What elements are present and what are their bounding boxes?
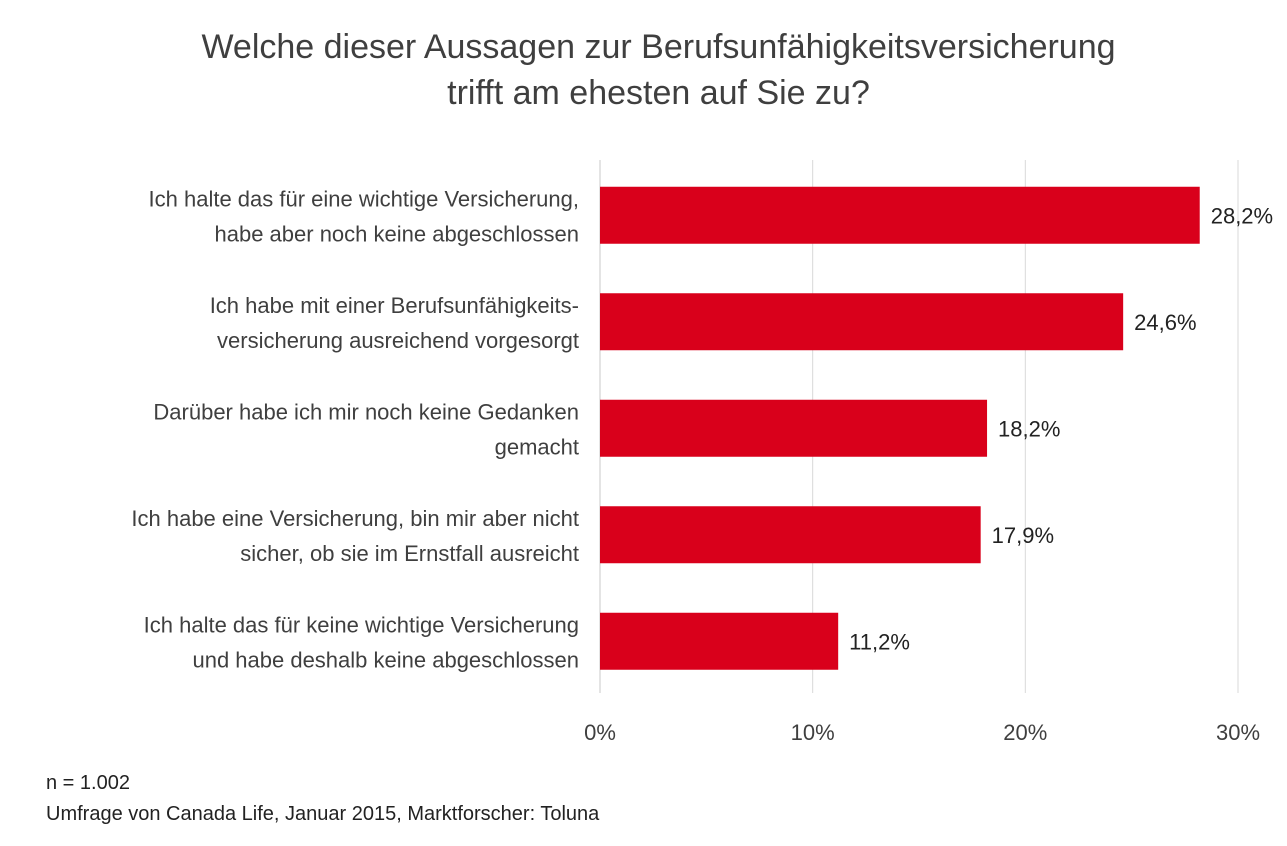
category-label-line: Ich halte das für keine wichtige Versich… (144, 612, 579, 637)
bar-value-label: 24,6% (1134, 310, 1196, 335)
category-label-line: Darüber habe ich mir noch keine Gedanken (153, 399, 579, 424)
sample-size-note: n = 1.002 (46, 772, 130, 794)
x-tick-label: 10% (791, 720, 835, 745)
bar (600, 506, 981, 564)
x-tick-label: 0% (584, 720, 616, 745)
category-label: Ich halte das für keine wichtige Versich… (144, 612, 579, 672)
category-label-line: Ich halte das für eine wichtige Versiche… (149, 186, 579, 211)
bar (600, 186, 1200, 244)
bar (600, 399, 988, 457)
x-tick-label: 20% (1003, 720, 1047, 745)
category-label-line: versicherung ausreichend vorgesorgt (217, 328, 579, 353)
category-label-line: sicher, ob sie im Ernstfall ausreicht (240, 541, 579, 566)
bar (600, 612, 839, 670)
bar-value-label: 18,2% (998, 416, 1060, 441)
category-label-line: Ich habe mit einer Berufsunfähigkeits- (210, 293, 579, 318)
chart-title-line-1: Welche dieser Aussagen zur Berufsunfähig… (201, 28, 1116, 66)
category-label: Ich halte das für eine wichtige Versiche… (149, 186, 579, 246)
category-label-line: gemacht (495, 434, 579, 459)
category-label: Darüber habe ich mir noch keine Gedanken… (153, 399, 579, 459)
source-note: Umfrage von Canada Life, Januar 2015, Ma… (46, 803, 600, 825)
category-label-line: Ich habe eine Versicherung, bin mir aber… (131, 506, 579, 531)
bar-value-label: 28,2% (1211, 203, 1273, 228)
category-label: Ich habe mit einer Berufsunfähigkeits-ve… (210, 293, 579, 353)
chart-title-line-2: trifft am ehesten auf Sie zu? (447, 74, 870, 112)
chart-title: Welche dieser Aussagen zur Berufsunfähig… (0, 24, 1287, 116)
x-tick-label: 30% (1216, 720, 1260, 745)
category-label: Ich habe eine Versicherung, bin mir aber… (131, 506, 579, 566)
category-label-line: und habe deshalb keine abgeschlossen (192, 647, 579, 672)
category-label-line: habe aber noch keine abgeschlossen (215, 221, 580, 246)
bar (600, 293, 1124, 351)
bar-value-label: 17,9% (992, 523, 1054, 548)
bar-value-label: 11,2% (849, 629, 910, 654)
